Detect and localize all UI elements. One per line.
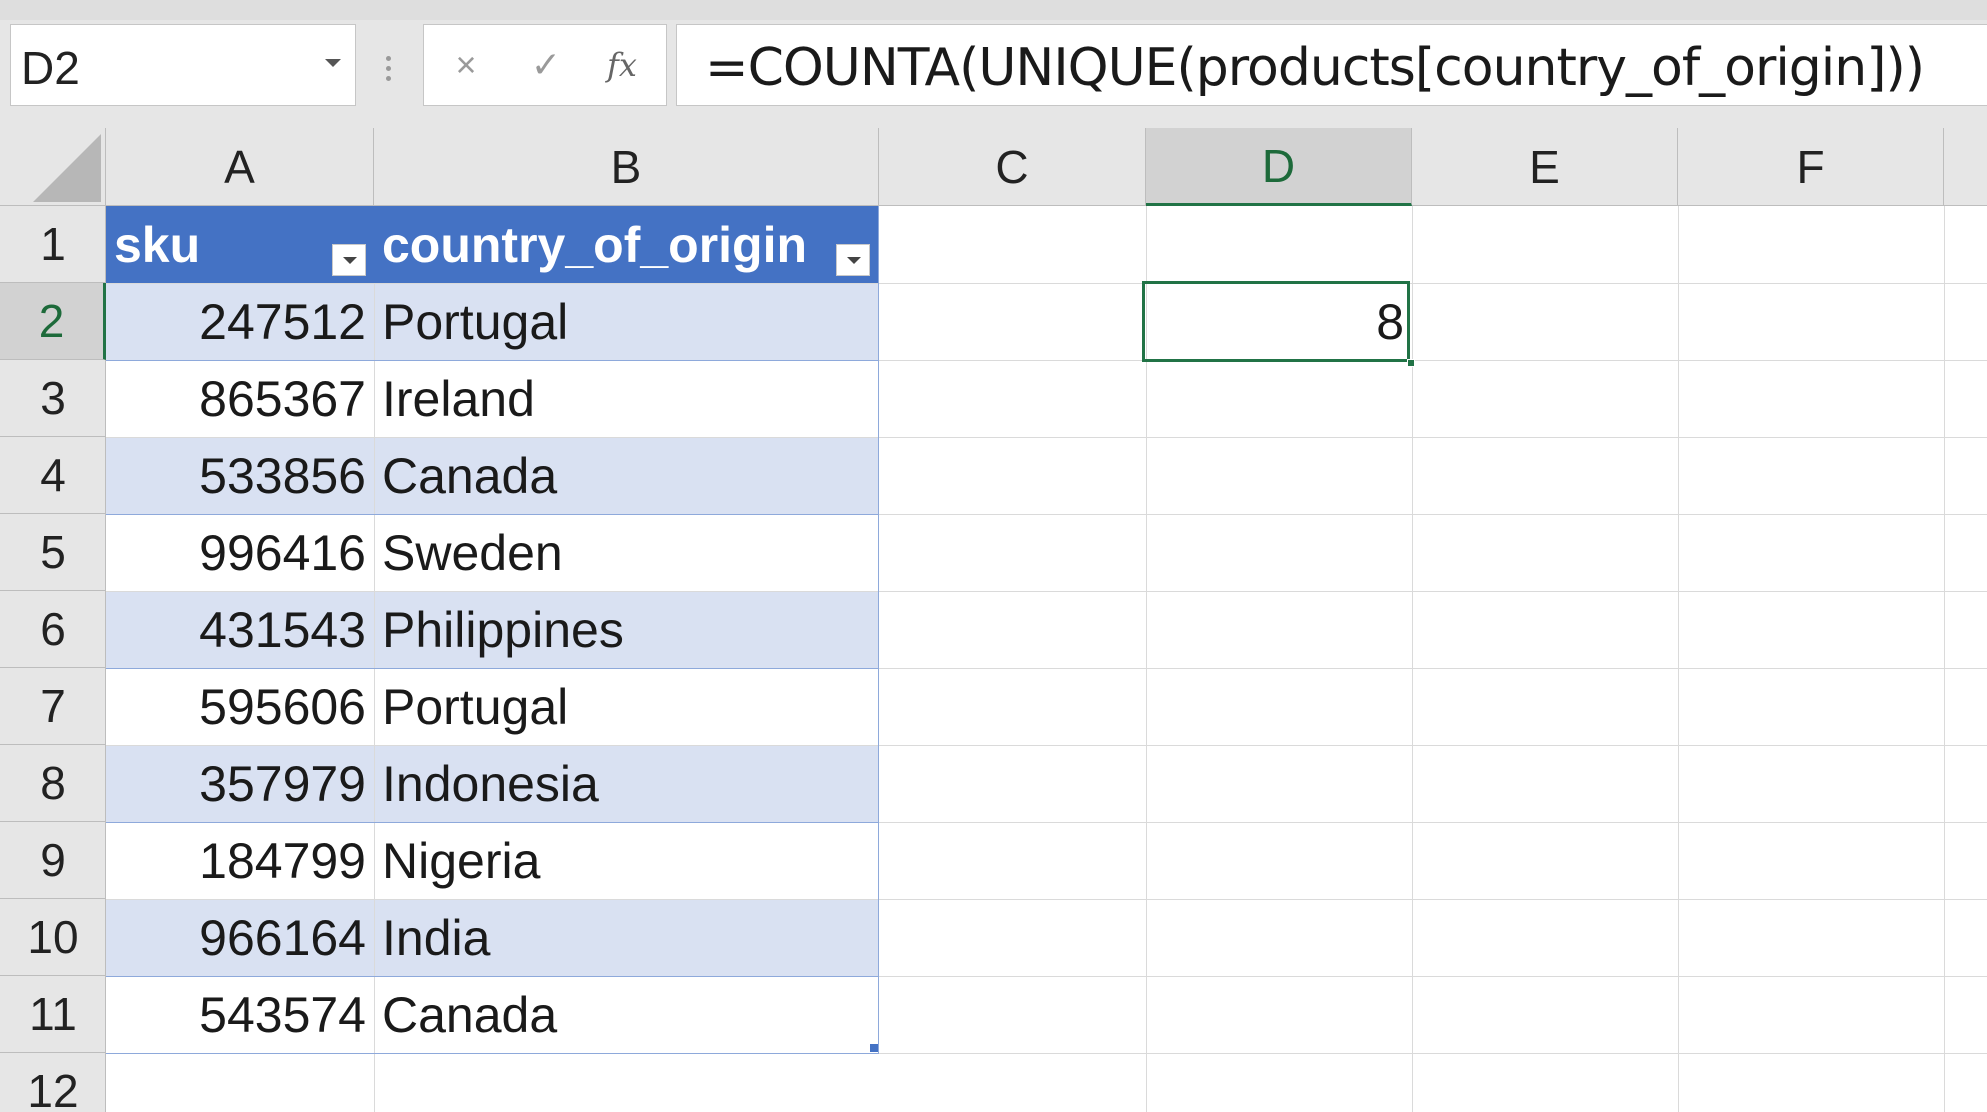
cell-country[interactable]: Canada [382, 447, 558, 504]
table-header-sku[interactable]: sku [114, 216, 201, 273]
cell-sku[interactable]: 184799 [199, 832, 366, 889]
table-band [106, 591, 878, 668]
gridline [106, 514, 1987, 515]
check-icon[interactable]: ✓ [530, 44, 562, 85]
table-resize-handle[interactable] [870, 1044, 878, 1052]
column-header-e[interactable]: E [1412, 128, 1678, 206]
cell-sku[interactable]: 966164 [199, 909, 366, 966]
formula-bar-region: D2 × ✓ fx =COUNTA(UNIQUE(products[countr… [0, 0, 1987, 128]
table-right-border [878, 206, 879, 1054]
row-header[interactable]: 3 [0, 360, 106, 437]
formula-buttons: × ✓ fx [423, 24, 667, 106]
gridline [106, 283, 1987, 284]
row-header[interactable]: 5 [0, 514, 106, 591]
cell-sku[interactable]: 996416 [199, 524, 366, 581]
row-header[interactable]: 6 [0, 591, 106, 668]
table-row-border [106, 822, 878, 823]
gridline [106, 591, 1987, 592]
cell-sku[interactable]: 431543 [199, 601, 366, 658]
formula-input[interactable]: =COUNTA(UNIQUE(products[country_of_origi… [676, 24, 1987, 106]
name-box[interactable]: D2 [10, 24, 356, 106]
formula-text: =COUNTA(UNIQUE(products[country_of_origi… [705, 38, 1925, 98]
gridline [1678, 206, 1679, 1112]
row-header[interactable]: 1 [0, 206, 106, 283]
table-band [106, 437, 878, 514]
row-headers: 1 2 3 4 5 6 7 8 9 10 11 12 [0, 206, 106, 1112]
formula-bar-grip-icon[interactable] [386, 56, 392, 82]
table-header-country[interactable]: country_of_origin [382, 216, 808, 273]
cell-country[interactable]: India [382, 909, 491, 966]
table-row-border [106, 1053, 878, 1054]
cell-country[interactable]: Ireland [382, 370, 535, 427]
row-header[interactable]: 8 [0, 745, 106, 822]
chevron-down-icon[interactable] [325, 59, 341, 67]
cancel-icon[interactable]: × [455, 44, 477, 85]
cell-country[interactable]: Sweden [382, 524, 563, 581]
table-band [106, 745, 878, 822]
cell-sku[interactable]: 865367 [199, 370, 366, 427]
cell-country[interactable]: Philippines [382, 601, 624, 658]
gridline [106, 745, 1987, 746]
gridline [106, 976, 1987, 977]
active-cell-border [1142, 281, 1410, 362]
table-header-row: sku country_of_origin [106, 206, 878, 283]
row-header[interactable]: 7 [0, 668, 106, 745]
insert-function-icon[interactable]: fx [607, 46, 637, 84]
row-header[interactable]: 11 [0, 976, 106, 1053]
table-row-border [106, 668, 878, 669]
table-row-border [106, 976, 878, 977]
cell-sku[interactable]: 247512 [199, 293, 366, 350]
name-box-value: D2 [21, 42, 80, 94]
gridline [106, 360, 1987, 361]
column-header-a[interactable]: A [106, 128, 374, 206]
gridline [1146, 206, 1147, 1112]
gridline [374, 206, 375, 1112]
cell-d2[interactable]: 8 [1376, 293, 1404, 350]
row-header[interactable]: 10 [0, 899, 106, 976]
table-band [106, 899, 878, 976]
gridline [1944, 206, 1945, 1112]
cell-country[interactable]: Portugal [382, 678, 569, 735]
column-headers: A B C D E F [0, 128, 1987, 206]
fill-handle[interactable] [1407, 359, 1415, 367]
row-header[interactable]: 2 [0, 283, 106, 360]
worksheet-grid[interactable]: sku country_of_origin 247512 Portugal 86… [106, 206, 1987, 1112]
table-row-border [106, 514, 878, 515]
column-header-d[interactable]: D [1146, 128, 1412, 206]
gridline [1412, 206, 1413, 1112]
select-all-button[interactable] [0, 128, 106, 206]
gridline [106, 822, 1987, 823]
column-header-f[interactable]: F [1678, 128, 1944, 206]
cell-sku[interactable]: 357979 [199, 755, 366, 812]
ribbon-edge [0, 0, 1987, 20]
row-header[interactable]: 12 [0, 1053, 106, 1112]
filter-dropdown-icon[interactable] [836, 244, 870, 276]
row-header[interactable]: 9 [0, 822, 106, 899]
column-header-b[interactable]: B [374, 128, 879, 206]
cell-country[interactable]: Indonesia [382, 755, 599, 812]
gridline [106, 437, 1987, 438]
cell-sku[interactable]: 595606 [199, 678, 366, 735]
select-all-icon [33, 134, 101, 202]
gridline [106, 1053, 1987, 1054]
cell-country[interactable]: Portugal [382, 293, 569, 350]
table-row-border [106, 360, 878, 361]
filter-dropdown-icon[interactable] [332, 244, 366, 276]
cell-sku[interactable]: 543574 [199, 986, 366, 1043]
cell-country[interactable]: Nigeria [382, 832, 541, 889]
table-band [106, 283, 878, 360]
column-header-c[interactable]: C [879, 128, 1146, 206]
cell-country[interactable]: Canada [382, 986, 558, 1043]
row-header[interactable]: 4 [0, 437, 106, 514]
gridline [106, 668, 1987, 669]
gridline [106, 899, 1987, 900]
cell-sku[interactable]: 533856 [199, 447, 366, 504]
